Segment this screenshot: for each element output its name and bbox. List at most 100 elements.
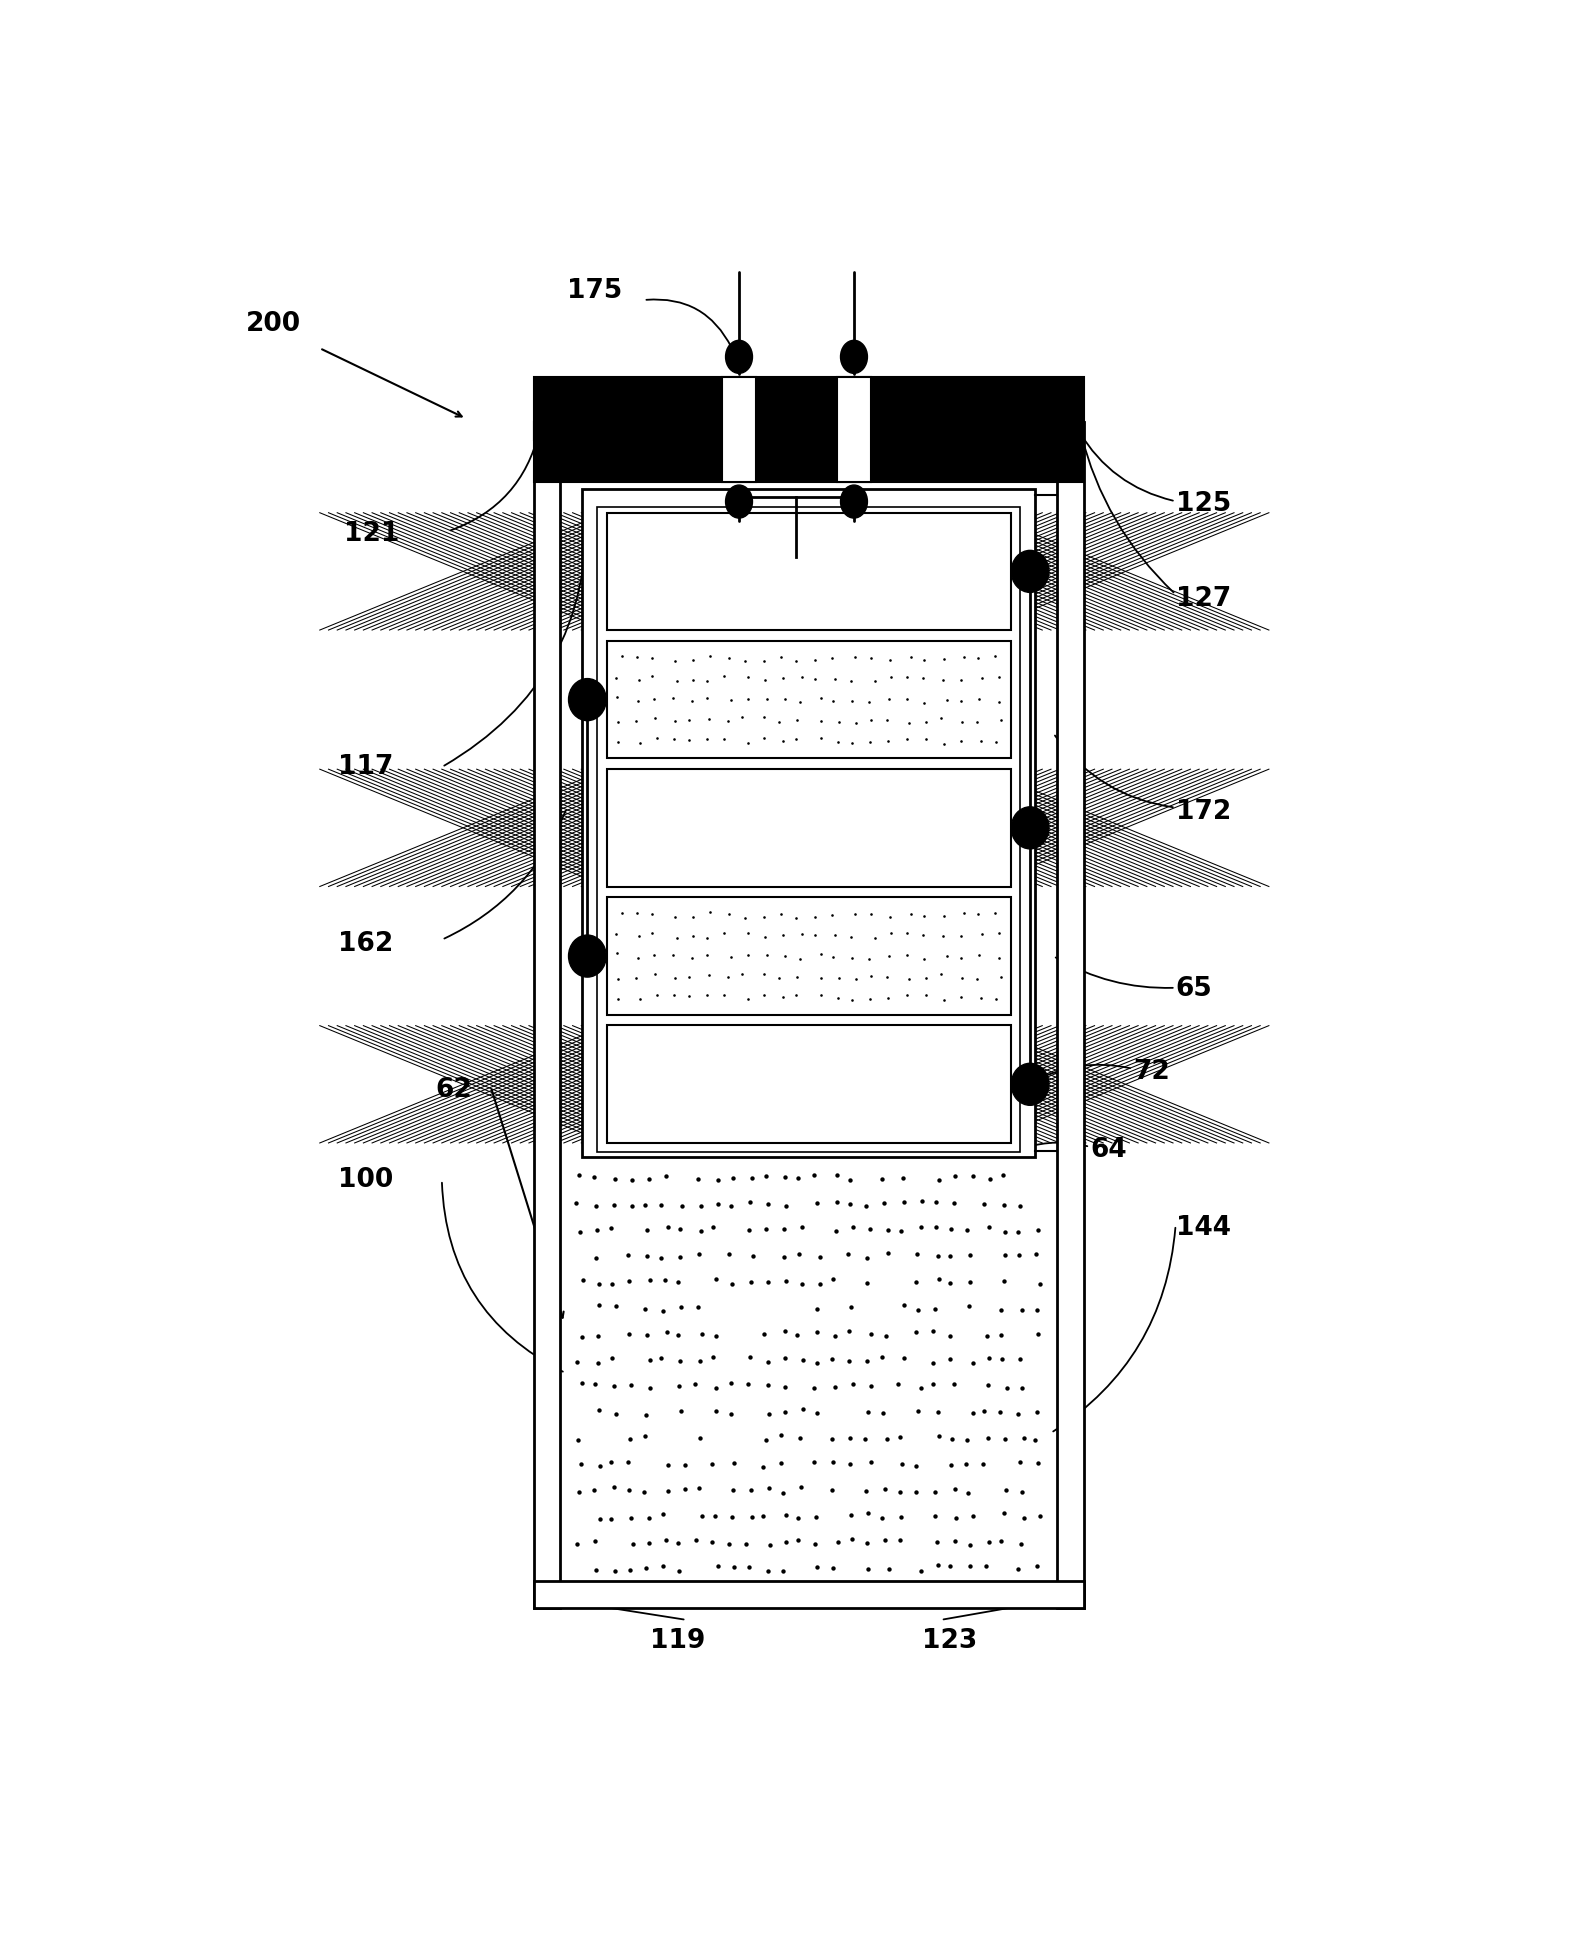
- Point: [879, 918, 904, 950]
- Point: [653, 1525, 679, 1556]
- Point: [1007, 1344, 1032, 1375]
- Point: [805, 1552, 830, 1583]
- Point: [767, 963, 792, 994]
- Point: [712, 979, 737, 1010]
- Point: [619, 1164, 644, 1195]
- Point: [628, 983, 653, 1014]
- Point: [770, 1556, 795, 1587]
- Point: [855, 1554, 881, 1585]
- Point: [773, 1500, 798, 1531]
- Point: [909, 1186, 934, 1217]
- Point: [784, 1503, 810, 1535]
- Point: [874, 1424, 899, 1455]
- Point: [626, 920, 652, 952]
- Point: [716, 1238, 742, 1269]
- Point: [768, 1447, 794, 1478]
- Point: [712, 661, 737, 692]
- Point: [904, 1316, 929, 1347]
- Bar: [1057, 421, 1084, 1609]
- Point: [751, 979, 776, 1010]
- Point: [961, 1347, 986, 1379]
- Point: [802, 1158, 827, 1190]
- Point: [858, 1318, 884, 1349]
- Point: [939, 1424, 964, 1455]
- Point: [721, 1550, 746, 1581]
- Bar: [608, 1026, 1010, 1143]
- Point: [582, 1525, 608, 1556]
- Point: [1008, 1191, 1034, 1223]
- Point: [697, 704, 723, 735]
- Point: [1011, 1424, 1037, 1455]
- Point: [615, 1266, 641, 1297]
- Point: [895, 940, 920, 971]
- Point: [931, 644, 956, 675]
- Point: [983, 727, 1008, 759]
- Point: [942, 1527, 967, 1558]
- Point: [879, 661, 904, 692]
- Point: [655, 1211, 680, 1242]
- Point: [739, 1342, 764, 1373]
- Point: [993, 1217, 1018, 1248]
- Point: [603, 1556, 628, 1587]
- Point: [977, 1527, 1002, 1558]
- Point: [735, 1552, 761, 1583]
- Text: 62: 62: [436, 1076, 472, 1104]
- Point: [663, 961, 688, 993]
- Ellipse shape: [568, 936, 606, 977]
- Point: [923, 1188, 948, 1219]
- Point: [587, 1451, 612, 1482]
- Point: [838, 1291, 863, 1322]
- Point: [1011, 1502, 1037, 1533]
- Point: [729, 957, 754, 989]
- Point: [636, 1502, 661, 1533]
- Point: [735, 983, 761, 1014]
- Point: [966, 940, 991, 971]
- Point: [862, 665, 887, 696]
- Point: [772, 1162, 797, 1193]
- Point: [567, 1476, 592, 1507]
- Point: [972, 1190, 997, 1221]
- Point: [991, 1498, 1016, 1529]
- Point: [888, 1502, 914, 1533]
- Point: [666, 1266, 691, 1297]
- Point: [680, 920, 705, 952]
- Point: [735, 918, 761, 950]
- Point: [1008, 1529, 1034, 1560]
- Point: [819, 899, 844, 930]
- Point: [969, 918, 994, 950]
- Point: [739, 1474, 764, 1505]
- Point: [993, 1424, 1018, 1455]
- Point: [718, 1398, 743, 1429]
- Point: [636, 1527, 661, 1558]
- Point: [601, 1190, 626, 1221]
- Point: [969, 983, 994, 1014]
- Point: [718, 1367, 743, 1398]
- Point: [986, 686, 1011, 718]
- Point: [895, 723, 920, 755]
- Point: [892, 1344, 917, 1375]
- Point: [786, 1525, 811, 1556]
- Point: [601, 1371, 626, 1402]
- Point: [972, 1396, 997, 1427]
- Point: [955, 1425, 980, 1457]
- Point: [839, 1211, 865, 1242]
- Point: [858, 1371, 884, 1402]
- Point: [964, 963, 989, 994]
- Point: [585, 1320, 611, 1351]
- Point: [705, 1164, 731, 1195]
- Point: [568, 1449, 593, 1480]
- Point: [1024, 1295, 1049, 1326]
- Point: [751, 702, 776, 733]
- Point: [568, 1217, 593, 1248]
- Point: [625, 642, 650, 673]
- Point: [754, 682, 780, 714]
- Point: [754, 1213, 780, 1244]
- Point: [839, 942, 865, 973]
- Point: [862, 922, 887, 954]
- Point: [701, 1342, 726, 1373]
- Point: [638, 1344, 663, 1375]
- Point: [956, 1476, 982, 1507]
- Point: [843, 642, 868, 673]
- Point: [615, 1238, 641, 1269]
- Point: [911, 663, 936, 694]
